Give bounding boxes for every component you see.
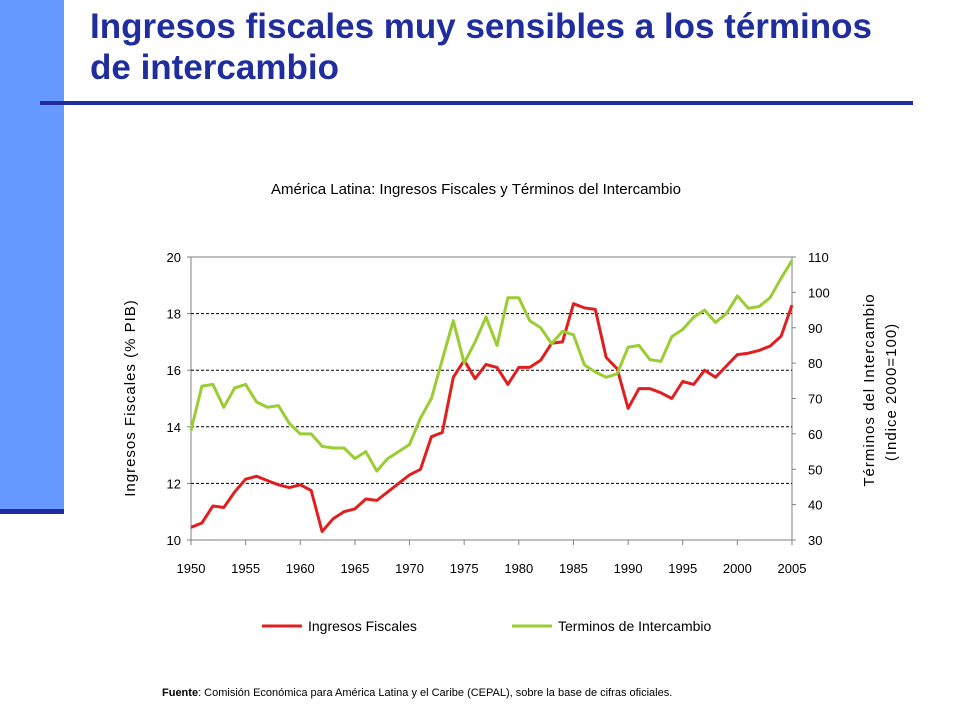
y2-tick-label: 90 (808, 321, 822, 336)
y-axis-label: Ingresos Fiscales (% PIB) (122, 299, 139, 497)
sidebar-accent-base (0, 509, 64, 514)
slide-title: Ingresos fiscales muy sensibles a los té… (90, 7, 872, 87)
plot-area (190, 256, 793, 541)
y-tick-label: 18 (167, 307, 181, 322)
y2-axis-label-line1: Términos del Intercambio (861, 293, 878, 486)
title-rule (40, 101, 913, 105)
y2-tick-label: 40 (808, 498, 822, 513)
x-tick-label: 1990 (614, 561, 643, 576)
chart: América Latina: Ingresos Fiscales y Térm… (122, 181, 900, 634)
series-line-ingresos-fiscales (190, 302, 794, 533)
y2-tick-label: 110 (808, 250, 829, 265)
x-tick-label: 1970 (395, 561, 424, 576)
series-line-terminos-intercambio (189, 259, 794, 473)
source-note: Fuente: Comisión Económica para América … (162, 687, 672, 699)
y2-tick-label: 100 (808, 285, 830, 300)
x-tick-label: 1955 (231, 561, 260, 576)
y-axis-left: 10 12 14 16 18 20 (167, 250, 191, 548)
y-tick-label: 14 (167, 420, 181, 435)
y-axis-right: 30 40 50 60 70 80 90 100 110 (792, 250, 830, 548)
x-tick-label: 1960 (286, 561, 315, 576)
y2-tick-label: 80 (808, 356, 822, 371)
y2-tick-label: 30 (808, 533, 822, 548)
x-tick-label: 1985 (559, 561, 588, 576)
x-tick-label: 1965 (340, 561, 369, 576)
sidebar-accent (0, 0, 64, 512)
y2-tick-label: 50 (808, 462, 822, 477)
x-tick-label: 2000 (723, 561, 752, 576)
y-tick-label: 16 (167, 363, 181, 378)
y2-axis-label-line2: (Indice 2000=100) (883, 323, 900, 461)
gridlines (191, 313, 792, 484)
legend-label-ingresos: Ingresos Fiscales (308, 618, 417, 634)
x-axis: 1950 1955 1960 1965 1970 1975 1980 1985 1990 1995… (177, 540, 807, 576)
legend-label-terminos: Terminos de Intercambio (558, 618, 712, 634)
x-tick-label: 1975 (450, 561, 479, 576)
y2-tick-label: 70 (808, 392, 822, 407)
x-tick-label: 1995 (668, 561, 697, 576)
x-tick-label: 1950 (177, 561, 206, 576)
y-tick-label: 12 (167, 476, 181, 491)
x-tick-label: 2005 (778, 561, 807, 576)
y2-tick-label: 60 (808, 427, 822, 442)
y-tick-label: 10 (167, 533, 181, 548)
source-text: : Comisión Económica para América Latina… (198, 687, 673, 699)
y-tick-label: 20 (167, 250, 181, 265)
chart-title: América Latina: Ingresos Fiscales y Térm… (271, 181, 681, 198)
x-tick-label: 1980 (504, 561, 533, 576)
source-label: Fuente (162, 687, 199, 699)
legend: Ingresos Fiscales Terminos de Intercambi… (262, 618, 712, 634)
series-lines (189, 259, 794, 533)
